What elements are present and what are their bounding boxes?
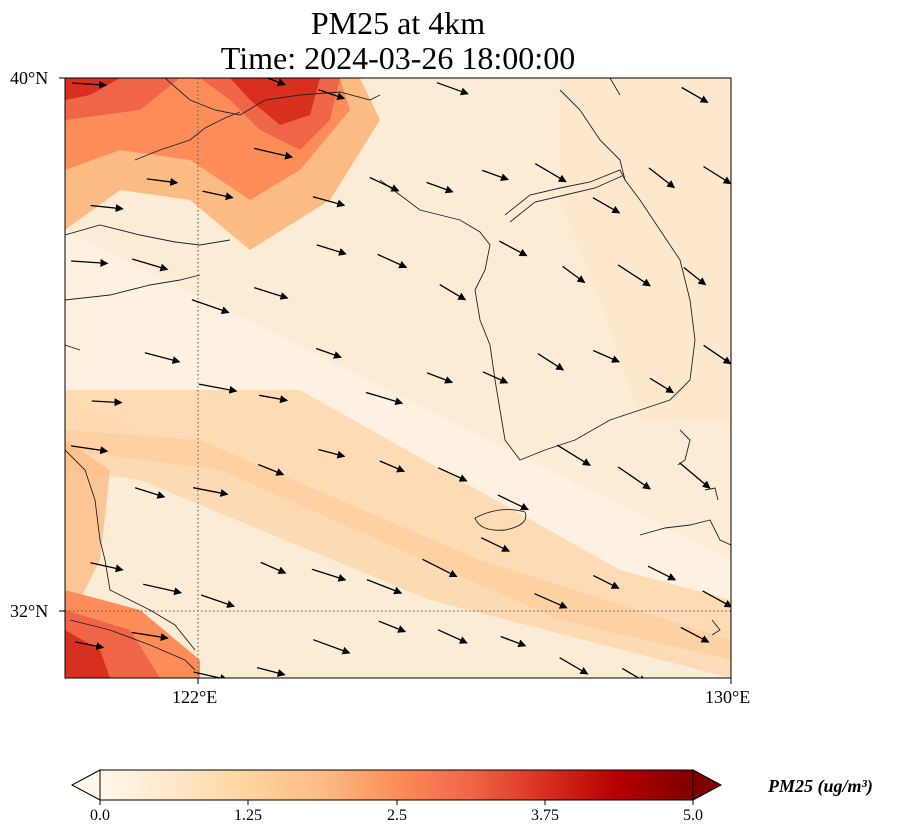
wind-arrow bbox=[621, 667, 647, 678]
colorbar-extend-low bbox=[70, 769, 101, 801]
wind-arrow bbox=[649, 377, 675, 394]
wind-arrow bbox=[537, 353, 565, 371]
wind-arrow bbox=[648, 167, 676, 189]
wind-arrow bbox=[90, 204, 124, 213]
wind-arrow bbox=[680, 626, 710, 643]
wind-arrow bbox=[132, 258, 169, 272]
wind-arrow bbox=[91, 398, 123, 407]
wind-arrow bbox=[191, 299, 230, 314]
wind-arrow bbox=[198, 383, 238, 394]
wind-arrow bbox=[369, 176, 400, 192]
wind-arrow bbox=[315, 347, 342, 359]
gridlines bbox=[65, 78, 731, 678]
colorbar-tick-2: 2.5 bbox=[387, 807, 407, 824]
colorbar bbox=[70, 769, 723, 805]
wind-arrow bbox=[703, 165, 731, 185]
colorbar-tick-4: 5.0 bbox=[683, 807, 703, 824]
wind-arrow bbox=[534, 593, 568, 609]
wind-arrow bbox=[422, 558, 458, 578]
colorbar-extend-high bbox=[692, 769, 723, 801]
wind-arrow bbox=[316, 244, 347, 256]
wind-arrow bbox=[144, 352, 181, 364]
colorbar-tick-1: 1.25 bbox=[234, 807, 262, 824]
wind-arrow bbox=[702, 590, 731, 608]
wind-arrow bbox=[617, 466, 651, 490]
wind-arrow bbox=[134, 487, 166, 499]
wind-arrow bbox=[254, 286, 289, 300]
wind-arrow bbox=[556, 444, 591, 466]
wind-arrow bbox=[365, 391, 404, 406]
wind-arrow bbox=[71, 445, 109, 455]
wind-arrow bbox=[534, 163, 567, 183]
lat-tick-32: 32°N bbox=[10, 601, 49, 621]
wind-arrow bbox=[679, 462, 711, 489]
wind-arrow bbox=[426, 372, 454, 384]
wind-arrow bbox=[265, 78, 286, 86]
wind-arrows bbox=[71, 78, 731, 678]
colorbar-title: PM25 (ug/m³) bbox=[768, 776, 873, 796]
wind-arrow bbox=[436, 82, 469, 96]
wind-arrow bbox=[559, 657, 589, 675]
wind-arrow bbox=[562, 265, 586, 284]
wind-arrow bbox=[131, 631, 169, 641]
wind-arrow bbox=[312, 196, 346, 208]
wind-arrow bbox=[146, 177, 179, 186]
wind-arrow bbox=[438, 467, 468, 482]
wind-arrow bbox=[437, 629, 468, 644]
wind-arrow bbox=[90, 562, 124, 573]
wind-arrow bbox=[318, 89, 346, 101]
wind-arrow bbox=[378, 620, 407, 633]
coastlines bbox=[65, 78, 731, 671]
wind-arrow bbox=[258, 463, 285, 476]
pm25-field bbox=[65, 78, 731, 678]
wind-arrow bbox=[260, 561, 287, 574]
colorbar-gradient bbox=[99, 769, 694, 801]
wind-arrow bbox=[366, 578, 403, 595]
wind-arrow bbox=[379, 460, 406, 473]
wind-arrow bbox=[72, 80, 108, 89]
wind-arrow bbox=[253, 147, 294, 160]
colorbar-tick-3: 3.75 bbox=[531, 807, 559, 824]
map-frame bbox=[64, 77, 732, 679]
wind-arrow bbox=[482, 169, 509, 182]
wind-arrow bbox=[256, 666, 286, 677]
wind-arrow bbox=[75, 641, 105, 651]
wind-arrow bbox=[592, 197, 621, 214]
wind-arrow bbox=[311, 568, 347, 582]
wind-arrow bbox=[683, 266, 707, 286]
wind-arrow bbox=[703, 344, 731, 365]
wind-arrow bbox=[498, 240, 528, 257]
wind-arrow bbox=[497, 494, 530, 511]
wind-arrow bbox=[500, 635, 527, 648]
wind-arrow bbox=[143, 583, 183, 596]
wind-arrow bbox=[592, 349, 621, 363]
axis-ticks bbox=[59, 77, 732, 684]
lon-tick-130: 130°E bbox=[705, 687, 751, 707]
wind-arrow bbox=[593, 575, 620, 589]
colorbar-tick-0: 0.0 bbox=[90, 807, 110, 824]
wind-arrow bbox=[480, 537, 511, 552]
wind-arrow bbox=[482, 371, 509, 384]
wind-arrow bbox=[202, 190, 234, 201]
wind-arrow bbox=[377, 253, 408, 269]
map-title-line2: Time: 2024-03-26 18:00:00 bbox=[220, 40, 576, 76]
wind-arrow bbox=[617, 264, 651, 287]
wind-arrow bbox=[193, 671, 229, 678]
wind-arrow bbox=[313, 639, 351, 655]
lat-tick-40: 40°N bbox=[10, 68, 49, 88]
lon-tick-122: 122°E bbox=[172, 687, 218, 707]
wind-arrow bbox=[439, 284, 467, 301]
wind-arrow bbox=[259, 394, 289, 404]
map-title-line1: PM25 at 4km bbox=[310, 5, 486, 41]
wind-arrow bbox=[318, 448, 346, 459]
wind-arrow bbox=[426, 181, 454, 194]
wind-arrow bbox=[71, 258, 109, 267]
wind-arrow bbox=[192, 487, 229, 497]
wind-arrow bbox=[647, 565, 677, 581]
wind-arrow bbox=[681, 86, 709, 103]
wind-arrow bbox=[200, 594, 236, 608]
